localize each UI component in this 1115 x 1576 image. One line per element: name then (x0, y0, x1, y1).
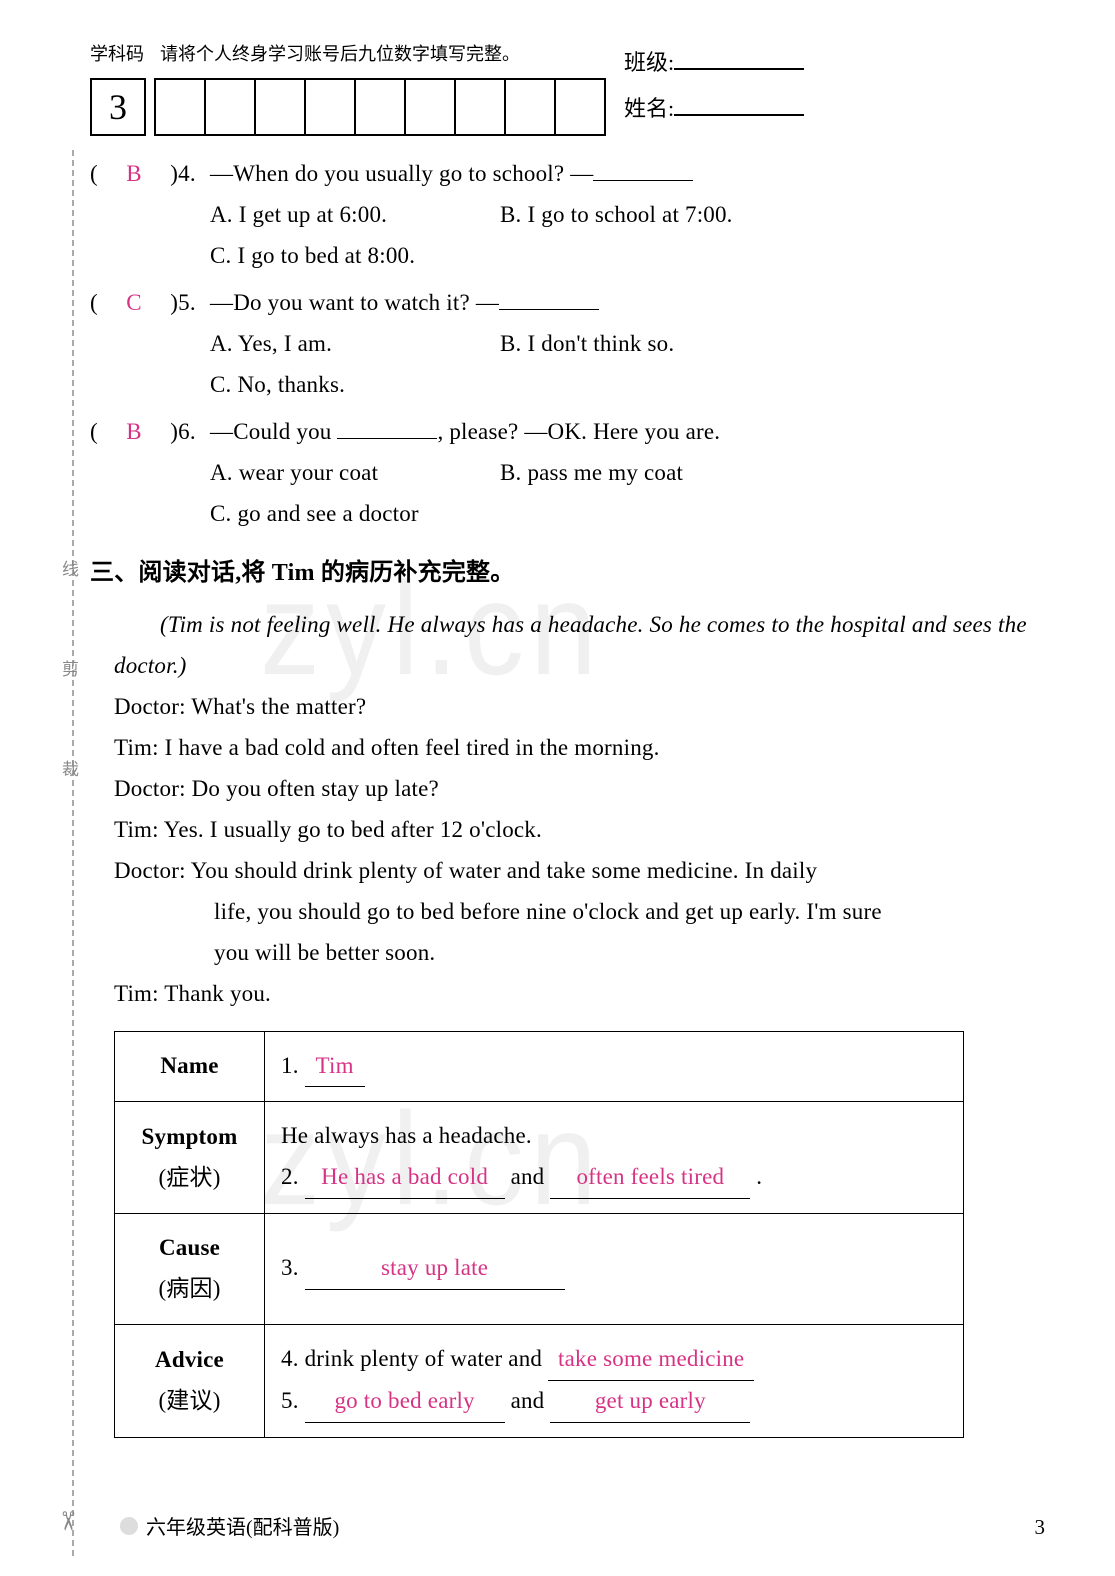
q4-opt-c: C. I go to bed at 8:00. (210, 236, 1050, 277)
cut-label-1: 线 (56, 560, 81, 591)
digit-cell[interactable] (256, 80, 306, 134)
row-label-advice: Advice (建议) (115, 1325, 265, 1438)
question-5: ( C )5. —Do you want to watch it? — A. Y… (90, 283, 1050, 406)
dialog-line: Tim: Thank you. (114, 974, 1050, 1015)
q5-opt-b: B. I don't think so. (500, 324, 674, 365)
digit-cell[interactable] (456, 80, 506, 134)
q5-stem: —Do you want to watch it? — (210, 290, 499, 315)
subject-code-box: 3 (90, 78, 146, 136)
row-label-name: Name (115, 1031, 265, 1102)
dialog-block: (Tim is not feeling well. He always has … (90, 605, 1050, 1014)
fill-1: Tim (305, 1046, 365, 1088)
q5-opt-c: C. No, thanks. (210, 365, 1050, 406)
dialog-line: Tim: Yes. I usually go to bed after 12 o… (114, 810, 1050, 851)
dialog-line: Doctor: Do you often stay up late? (114, 769, 1050, 810)
section-3-title: 三、阅读对话,将 Tim 的病历补充完整。 (90, 552, 1050, 595)
cell-advice[interactable]: 4. drink plenty of water and take some m… (265, 1325, 964, 1438)
dialog-line: Tim: I have a bad cold and often feel ti… (114, 728, 1050, 769)
table-row: Name 1. Tim (115, 1031, 964, 1102)
page-number: 3 (1035, 1515, 1046, 1540)
footer: 六年级英语(配科普版) (120, 1511, 339, 1540)
class-label: 班级: (624, 50, 674, 75)
answer-5: C (121, 283, 147, 324)
digit-cell[interactable] (406, 80, 456, 134)
q6-opt-c: C. go and see a doctor (210, 494, 1050, 535)
cell-symptom[interactable]: He always has a headache. 2. He has a ba… (265, 1102, 964, 1214)
q6-stem-suf: , please? —OK. Here you are. (437, 419, 720, 444)
fill-5b: get up early (550, 1381, 750, 1423)
table-row: Advice (建议) 4. drink plenty of water and… (115, 1325, 964, 1438)
digit-cell[interactable] (306, 80, 356, 134)
dialog-line: Doctor: What's the matter? (114, 687, 1050, 728)
digit-cell[interactable] (206, 80, 256, 134)
q4-stem: —When do you usually go to school? — (210, 161, 593, 186)
fill-3: stay up late (305, 1248, 565, 1290)
fill-2b: often feels tired (550, 1157, 750, 1199)
table-row: Cause (病因) 3. stay up late (115, 1214, 964, 1325)
fill-4: take some medicine (548, 1339, 754, 1381)
account-digit-grid[interactable] (154, 78, 606, 136)
cut-line (72, 150, 74, 1556)
dialog-intro: (Tim is not feeling well. He always has … (114, 605, 1050, 687)
medical-record-table: Name 1. Tim Symptom (症状) He always has a… (114, 1031, 964, 1439)
q4-opt-a: A. I get up at 6:00. (210, 195, 500, 236)
name-field[interactable]: 姓名: (624, 86, 804, 132)
header: 学科码 请将个人终身学习账号后九位数字填写完整。 3 班级: (90, 40, 1050, 136)
answer-6: B (121, 412, 147, 453)
table-row: Symptom (症状) He always has a headache. 2… (115, 1102, 964, 1214)
q4-opt-b: B. I go to school at 7:00. (500, 195, 733, 236)
class-field[interactable]: 班级: (624, 40, 804, 86)
q5-opt-a: A. Yes, I am. (210, 324, 500, 365)
cut-label-2: 剪 (56, 660, 81, 691)
answer-4: B (121, 154, 147, 195)
q6-stem-pre: —Could you (210, 419, 337, 444)
q6-opt-a: A. wear your coat (210, 453, 500, 494)
row-label-cause: Cause (病因) (115, 1214, 265, 1325)
cell-name[interactable]: 1. Tim (265, 1031, 964, 1102)
fill-2a: He has a bad cold (305, 1157, 505, 1199)
header-instruction: 请将个人终身学习账号后九位数字填写完整。 (160, 44, 520, 64)
footer-dot-icon (120, 1517, 138, 1535)
digit-cell[interactable] (556, 80, 606, 134)
digit-cell[interactable] (506, 80, 556, 134)
name-label: 姓名: (624, 96, 674, 121)
cell-cause[interactable]: 3. stay up late (265, 1214, 964, 1325)
row-label-symptom: Symptom (症状) (115, 1102, 265, 1214)
digit-cell[interactable] (156, 80, 206, 134)
scissor-icon: ✂ (52, 1510, 82, 1532)
question-6: ( B )6. —Could you , please? —OK. Here y… (90, 412, 1050, 535)
fill-5a: go to bed early (305, 1381, 505, 1423)
cut-label-3: 裁 (56, 760, 81, 791)
question-4: ( B )4. —When do you usually go to schoo… (90, 154, 1050, 277)
subject-code-label: 学科码 (90, 40, 144, 66)
footer-text: 六年级英语(配科普版) (146, 1511, 339, 1540)
q6-opt-b: B. pass me my coat (500, 453, 683, 494)
digit-cell[interactable] (356, 80, 406, 134)
dialog-line: Doctor: You should drink plenty of water… (114, 851, 1050, 974)
